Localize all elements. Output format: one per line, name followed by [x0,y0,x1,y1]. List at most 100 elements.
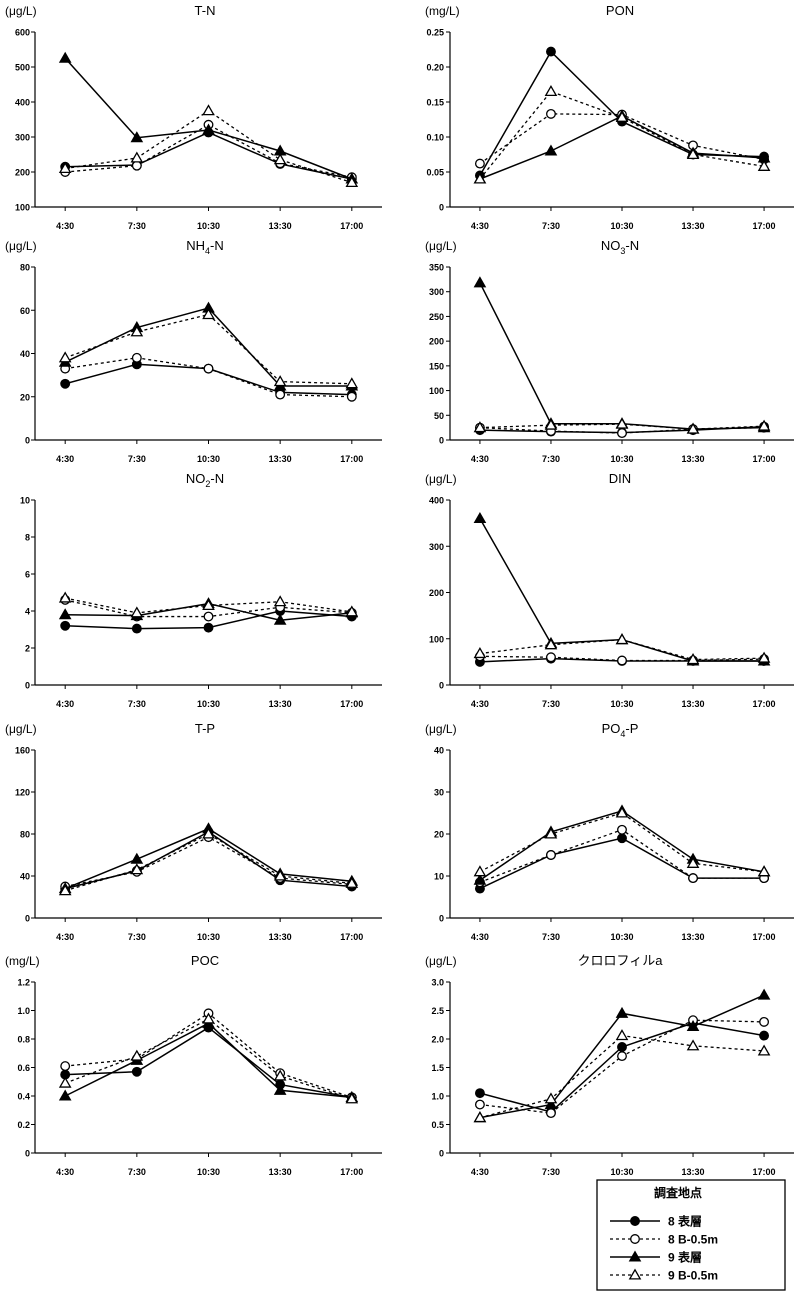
x-tick-label: 4:30 [56,454,74,464]
x-tick-label: 10:30 [197,454,220,464]
chart-panel-pon: 0 0.05 0.10 0.15 0.20 0.25 4:30 7:30 10:30 13:30 1… [425,3,794,231]
y-tick-label: 60 [20,306,30,316]
y-tick-label: 350 [429,263,444,273]
x-tick-label: 4:30 [471,699,489,709]
series-9-b-0-5m [58,1012,359,1104]
chart-title: NO2-N [186,471,224,489]
data-point [546,1108,556,1119]
y-tick-label: 4 [25,607,30,617]
y-tick-label: 600 [15,28,30,38]
unit-label: (mg/L) [5,954,40,968]
data-point [202,1012,215,1024]
y-tick-label: 0 [25,914,30,924]
data-point [757,1044,771,1056]
series-9-b-0-5m [473,417,771,434]
chart-title: PON [606,3,634,18]
unit-label: (μg/L) [425,239,457,253]
series-9-surface [58,51,359,184]
y-tick-label: 80 [20,830,30,840]
series-line [64,1022,352,1099]
chart-title: T-N [195,3,216,18]
x-tick-label: 17:00 [753,699,776,709]
x-tick-label: 13:30 [682,699,705,709]
x-tick-label: 10:30 [610,221,633,231]
x-tick-label: 10:30 [610,932,633,942]
data-point [617,1051,627,1062]
data-point [615,417,629,429]
chart-title: POC [191,953,219,968]
unit-label: (μg/L) [5,239,37,253]
x-tick-label: 7:30 [542,932,560,942]
data-point [474,1088,485,1099]
series-8-surface [474,833,770,894]
data-point [544,84,558,97]
data-point [273,153,287,165]
series-9-surface [473,276,771,434]
x-tick-label: 13:30 [682,1167,705,1177]
data-point [275,389,286,400]
y-tick-label: 0.8 [17,1035,30,1045]
y-tick-label: 1.5 [431,1063,444,1073]
y-tick-label: 50 [434,411,444,421]
series-9-b-0-5m [58,591,359,618]
data-point [345,1092,359,1104]
chart-panel-nh4-n: 0 20 40 60 80 4:30 7:30 10:30 13:30 17:00 (μg/L) NH… [5,238,382,464]
x-tick-label: 13:30 [269,454,292,464]
legend-marker-open-circle [630,1234,640,1244]
data-point [686,1019,700,1032]
y-tick-label: 200 [429,588,444,598]
data-point [345,876,359,888]
data-point [544,1098,558,1110]
y-tick-label: 1.0 [17,1006,30,1016]
y-tick-label: 120 [15,788,30,798]
x-tick-label: 10:30 [197,699,220,709]
legend-marker-filled-circle [630,1216,640,1226]
y-tick-label: 100 [429,386,444,396]
data-point [202,308,215,320]
series-line [479,810,765,881]
series-9-b-0-5m [473,633,771,665]
series-9-b-0-5m [473,1029,771,1123]
data-point [202,104,215,116]
y-tick-label: 160 [15,746,30,756]
data-point [546,850,556,860]
data-point [58,51,72,63]
legend-label: 8 B-0.5m [668,1233,718,1247]
data-point [202,598,215,610]
chart-title: PO4-P [602,721,639,739]
y-tick-label: 40 [20,872,30,882]
data-point [345,377,359,389]
data-point [130,852,144,864]
x-tick-label: 4:30 [471,1167,489,1177]
data-point [615,1029,629,1041]
data-point [757,419,771,431]
x-tick-label: 17:00 [340,454,363,464]
chart-panel-a: 0 0.5 1.0 1.5 2.0 2.5 3.0 4:30 7:30 10:30 13:30 17:… [425,953,794,1177]
data-point [273,595,287,607]
data-point [617,428,627,439]
data-point [273,869,287,881]
legend-item: 8 表層 [610,1214,702,1229]
y-tick-label: 0 [25,681,30,691]
x-tick-label: 13:30 [269,221,292,231]
data-point [130,863,144,875]
data-point [473,1111,487,1123]
y-tick-label: 1.0 [431,1092,444,1102]
chart-panel-poc: 0 0.2 0.4 0.6 0.8 1.0 1.2 4:30 7:30 10:30 13:30 17:… [5,953,382,1177]
chart-title: NO3-N [601,238,639,256]
data-point [131,160,142,171]
x-tick-label: 17:00 [340,699,363,709]
x-tick-label: 7:30 [128,699,146,709]
y-tick-label: 0.20 [426,63,444,73]
data-point [757,159,771,171]
x-tick-label: 17:00 [340,221,363,231]
data-point [688,873,698,884]
y-tick-label: 20 [20,392,30,402]
data-point [615,806,629,818]
data-point [202,827,215,839]
series-9-b-0-5m [58,104,359,188]
y-tick-label: 400 [429,496,444,506]
y-tick-label: 20 [434,830,444,840]
data-point [131,1066,142,1077]
